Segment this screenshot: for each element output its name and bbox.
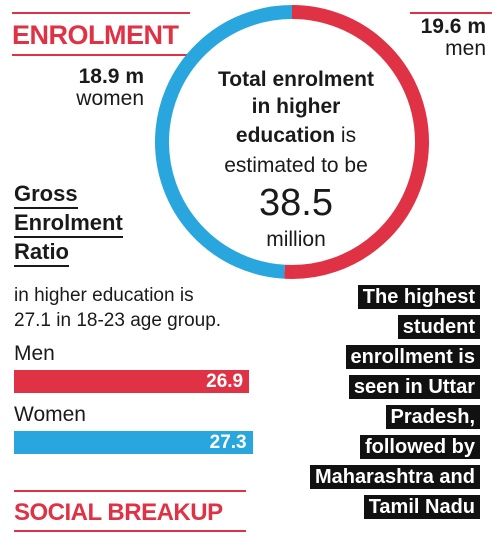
center-text-line3: education is <box>196 124 396 148</box>
note-line: followed by <box>360 435 480 459</box>
ger-title-line3: Ratio <box>14 239 69 267</box>
bar-men: 26.9 <box>14 370 250 393</box>
ger-description-line1: in higher education is <box>14 285 194 306</box>
ger-title-line2: Enrolment <box>14 210 123 238</box>
enrolment-underline <box>12 54 190 56</box>
social-rule-bottom <box>14 530 246 532</box>
total-unit: million <box>266 228 326 251</box>
women-callout: 18.9 m women <box>76 65 144 111</box>
bar-women: 27.3 <box>14 431 253 454</box>
note-line: student <box>397 315 480 339</box>
center-text-line1: Total enrolment <box>218 68 374 91</box>
bar-label-women: Women <box>14 403 86 426</box>
enrolment-heading: ENROLMENT <box>12 20 179 50</box>
enrolment-donut-chart <box>155 5 429 279</box>
women-value: 18.9 m <box>78 65 144 88</box>
total-value: 38.5 <box>259 182 333 224</box>
bar-label-men: Men <box>14 342 55 365</box>
note-line: Pradesh, <box>385 405 480 429</box>
men-value: 19.6 m <box>420 15 486 38</box>
top-rule-right <box>410 12 492 14</box>
center-text-rest: is <box>335 124 357 147</box>
note-line: Tamil Nadu <box>363 495 480 519</box>
ger-description: in higher education is 27.1 in 18-23 age… <box>14 284 274 333</box>
ger-description-line2: 27.1 in 18-23 age group. <box>14 309 222 331</box>
note-line: enrollment is <box>345 345 480 369</box>
ger-title-line1: Gross <box>14 181 78 209</box>
note-line: seen in Uttar <box>348 375 480 399</box>
note-line: Maharashtra and <box>309 465 480 489</box>
bar-value-men: 26.9 <box>206 370 244 392</box>
top-rule-left <box>12 12 190 14</box>
social-rule-top <box>14 490 246 492</box>
center-text-bold: education <box>235 124 336 147</box>
women-label: women <box>76 87 144 111</box>
social-breakup-heading: SOCIAL BREAKUP <box>14 499 223 526</box>
center-text-line2: in higher <box>251 95 341 118</box>
note-line: The highest <box>357 285 480 309</box>
men-callout: 19.6 m men <box>420 15 486 61</box>
center-text-line4: estimated to be <box>224 154 368 177</box>
donut-segment-women <box>155 5 292 279</box>
donut-segment-men <box>284 5 429 279</box>
bar-value-women: 27.3 <box>209 431 247 453</box>
men-label: men <box>445 37 486 61</box>
